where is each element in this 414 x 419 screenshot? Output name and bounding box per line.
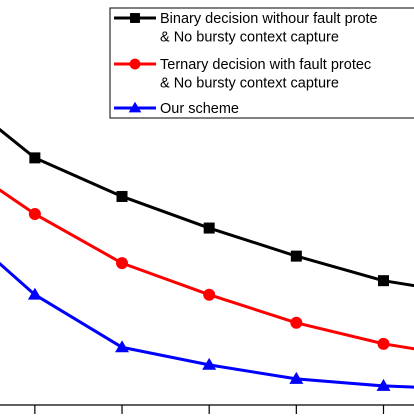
legend-entry-2: Ternary decision with fault protec & No b… <box>114 57 371 92</box>
series-2-point-3 <box>116 257 129 270</box>
series-2-point-4 <box>203 288 216 301</box>
series-group <box>0 127 414 391</box>
x-axis <box>0 404 414 414</box>
legend-label-3-line-1: Our scheme <box>160 101 239 117</box>
series-3-point-3 <box>115 340 130 353</box>
plot-area <box>0 127 414 391</box>
legend-marker-2 <box>129 58 141 70</box>
legend-label-1-line-2: & No bursty context capture <box>160 30 339 46</box>
legend-label-2-line-2: & No bursty context capture <box>160 76 339 92</box>
series-2-point-5 <box>290 316 303 329</box>
series-3-point-6 <box>376 378 391 391</box>
series-3-point-4 <box>202 357 217 370</box>
legend-marker-1 <box>130 13 140 23</box>
legend-entry-3: Our scheme <box>114 101 239 117</box>
series-3-point-2 <box>27 287 42 300</box>
series-1-point-2 <box>29 152 41 164</box>
series-3-point-5 <box>289 371 304 384</box>
series-2-point-2 <box>28 208 41 221</box>
series-1-point-4 <box>203 222 215 234</box>
series-2-point-6 <box>377 337 390 350</box>
series-1-point-5 <box>290 250 302 262</box>
legend-label-2-line-1: Ternary decision with fault protec <box>160 57 371 73</box>
legend-entry-1: Binary decision withour fault prote & No … <box>114 11 378 46</box>
legend-label-1-line-1: Binary decision withour fault prote <box>160 11 378 27</box>
series-1-point-3 <box>116 190 128 202</box>
legend-box <box>109 7 414 119</box>
legend-marker-3 <box>128 101 142 113</box>
series-1-point-6 <box>377 275 389 287</box>
legend: Binary decision withour fault prote & No … <box>109 7 414 119</box>
